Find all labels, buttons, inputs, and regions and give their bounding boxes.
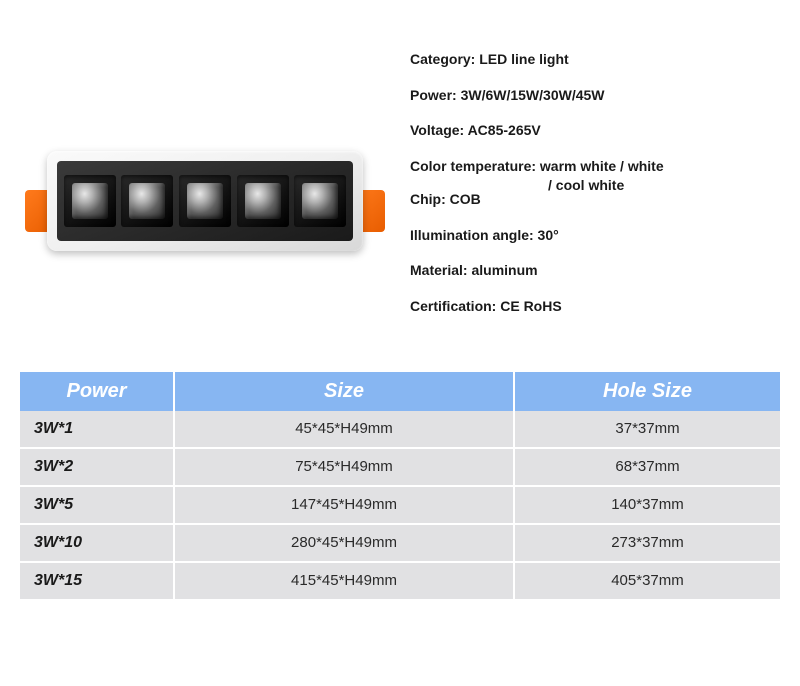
- spec-row: Illumination angle: 30°: [410, 226, 780, 246]
- fixture-inner: [57, 161, 353, 241]
- spec-value: 3W/6W/15W/30W/45W: [457, 87, 605, 103]
- cell-hole: 140*37mm: [515, 487, 780, 525]
- led-cell: [294, 175, 346, 227]
- product-image: [20, 30, 390, 332]
- spec-row: Material: aluminum: [410, 261, 780, 281]
- spec-table: Power Size Hole Size 3W*145*45*H49mm37*3…: [20, 372, 780, 601]
- spec-label: Certification:: [410, 298, 496, 314]
- spec-label: Chip:: [410, 191, 446, 207]
- spec-label: Category:: [410, 51, 475, 67]
- led-reflector: [72, 183, 108, 219]
- spec-label: Material:: [410, 262, 468, 278]
- cell-power: 3W*2: [20, 449, 175, 487]
- spec-label: Color temperature:: [410, 158, 536, 174]
- table-row: 3W*10280*45*H49mm273*37mm: [20, 525, 780, 563]
- spec-value: LED line light: [475, 51, 568, 67]
- spec-row: Power: 3W/6W/15W/30W/45W: [410, 86, 780, 106]
- light-fixture: [35, 131, 375, 271]
- cell-size: 75*45*H49mm: [175, 449, 515, 487]
- spec-value: 30°: [534, 227, 559, 243]
- cell-hole: 273*37mm: [515, 525, 780, 563]
- cell-hole: 37*37mm: [515, 411, 780, 449]
- header-power: Power: [20, 372, 175, 411]
- cell-size: 415*45*H49mm: [175, 563, 515, 601]
- led-reflector: [187, 183, 223, 219]
- led-cell: [179, 175, 231, 227]
- table-row: 3W*275*45*H49mm68*37mm: [20, 449, 780, 487]
- led-cell: [237, 175, 289, 227]
- table-row: 3W*15415*45*H49mm405*37mm: [20, 563, 780, 601]
- spec-label: Voltage:: [410, 122, 464, 138]
- spec-value: aluminum: [468, 262, 538, 278]
- led-cell: [121, 175, 173, 227]
- spec-label: Illumination angle:: [410, 227, 534, 243]
- cell-power: 3W*10: [20, 525, 175, 563]
- led-reflector: [245, 183, 281, 219]
- cell-power: 3W*1: [20, 411, 175, 449]
- cell-hole: 405*37mm: [515, 563, 780, 601]
- spec-row: Category: LED line light: [410, 50, 780, 70]
- specs-list: Category: LED line light Power: 3W/6W/15W…: [410, 30, 780, 332]
- spec-value: COB: [446, 191, 481, 207]
- table-row: 3W*145*45*H49mm37*37mm: [20, 411, 780, 449]
- cell-size: 280*45*H49mm: [175, 525, 515, 563]
- spec-label: Power:: [410, 87, 457, 103]
- spec-row: Voltage: AC85-265V: [410, 121, 780, 141]
- led-reflector: [302, 183, 338, 219]
- table-header-row: Power Size Hole Size: [20, 372, 780, 411]
- cell-size: 45*45*H49mm: [175, 411, 515, 449]
- cell-size: 147*45*H49mm: [175, 487, 515, 525]
- cell-power: 3W*15: [20, 563, 175, 601]
- led-cell: [64, 175, 116, 227]
- spec-value: warm white / white: [536, 158, 664, 174]
- cell-power: 3W*5: [20, 487, 175, 525]
- spec-value: CE RoHS: [496, 298, 561, 314]
- led-reflector: [129, 183, 165, 219]
- header-hole: Hole Size: [515, 372, 780, 411]
- cell-hole: 68*37mm: [515, 449, 780, 487]
- header-size: Size: [175, 372, 515, 411]
- spec-row: Certification: CE RoHS: [410, 297, 780, 317]
- table-row: 3W*5147*45*H49mm140*37mm: [20, 487, 780, 525]
- spec-value: AC85-265V: [464, 122, 541, 138]
